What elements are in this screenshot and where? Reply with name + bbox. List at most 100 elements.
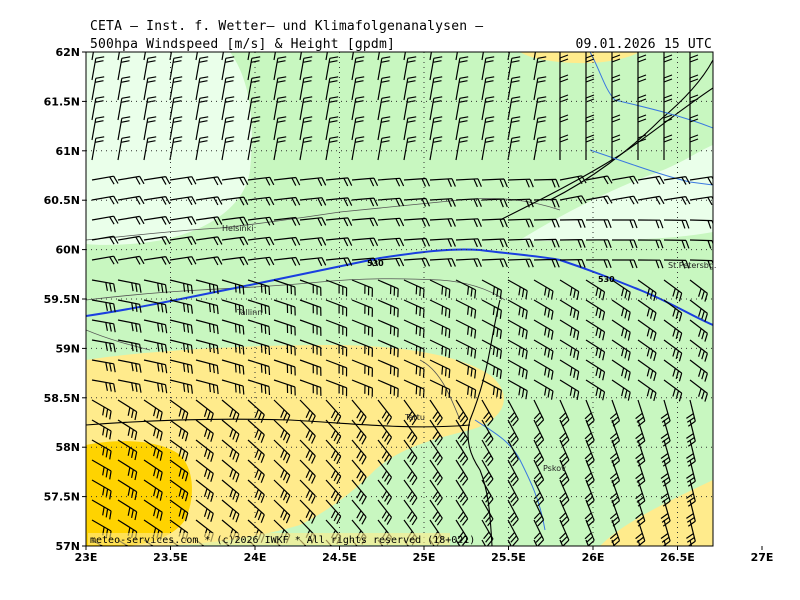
wind-barb xyxy=(507,136,521,161)
wind-barb xyxy=(351,177,379,187)
wind-barb xyxy=(635,519,646,546)
wind-barb xyxy=(585,219,612,229)
wind-barb xyxy=(221,76,235,101)
wind-barb xyxy=(325,116,339,141)
wind-barb xyxy=(195,479,214,502)
wind-barb xyxy=(637,239,664,249)
footer-backdrop xyxy=(88,533,450,545)
wind-barb xyxy=(247,499,265,523)
wind-barb xyxy=(351,459,367,485)
wind-barb xyxy=(559,239,586,248)
wind-barb xyxy=(273,76,287,101)
wind-barb xyxy=(247,176,275,186)
wind-barb xyxy=(585,175,613,185)
wind-barb xyxy=(429,359,451,379)
wind-barb xyxy=(403,116,417,141)
wind-barb xyxy=(559,319,580,341)
wind-barb xyxy=(559,74,569,100)
wind-barb xyxy=(221,56,235,81)
wind-barb xyxy=(637,359,657,382)
wind-barb xyxy=(195,439,214,462)
wind-barb xyxy=(585,239,612,249)
latitude-label: 59.5N xyxy=(44,293,80,306)
wind-speed-yellow-zone-ne xyxy=(520,52,640,64)
wind-barb xyxy=(325,499,342,525)
wind-barb xyxy=(481,56,495,81)
wind-barb xyxy=(91,339,116,353)
wind-barb xyxy=(195,319,219,335)
wind-barb xyxy=(559,219,586,228)
axis-ticks xyxy=(82,51,763,550)
wind-barb xyxy=(299,379,322,396)
wind-barb xyxy=(429,136,443,161)
wind-barb xyxy=(635,499,646,527)
wind-barb xyxy=(533,279,554,300)
longitude-label: 23E xyxy=(75,551,98,564)
wind-barb xyxy=(221,176,249,186)
wind-barb xyxy=(611,52,613,60)
chart-valid-time: 09.01.2026 15 UTC xyxy=(575,37,712,52)
wind-barb xyxy=(481,319,502,339)
wind-barb xyxy=(637,175,665,185)
wind-barb xyxy=(351,257,379,267)
latitude-label: 58.5N xyxy=(44,392,80,405)
wind-barb xyxy=(585,52,587,60)
wind-barb xyxy=(584,399,595,427)
wind-barb xyxy=(481,379,502,399)
wind-barb xyxy=(377,177,405,187)
wind-barb xyxy=(663,114,673,140)
wind-barb xyxy=(403,76,417,101)
wind-barb xyxy=(325,419,342,445)
wind-barb xyxy=(533,319,554,340)
wind-barb xyxy=(169,52,173,61)
wind-barb xyxy=(429,459,443,486)
wind-barb xyxy=(299,197,327,207)
wind-barb xyxy=(507,258,534,268)
wind-barb xyxy=(637,54,647,80)
wind-barb xyxy=(247,359,271,376)
wind-barb xyxy=(169,96,183,121)
city-label-pskov: Pskov xyxy=(543,464,566,473)
wind-barb xyxy=(585,134,595,160)
wind-barb xyxy=(273,52,277,61)
wind-barb xyxy=(507,218,534,228)
wind-barb xyxy=(559,279,580,301)
wind-barb xyxy=(117,479,138,501)
wind-speed-very-light-zone-east xyxy=(520,145,713,241)
wind-barb xyxy=(481,479,494,507)
wind-barb xyxy=(559,399,570,427)
wind-barb xyxy=(429,258,456,267)
wind-barb xyxy=(377,439,393,465)
wind-barb xyxy=(169,339,193,354)
wind-barb xyxy=(507,379,528,400)
longitude-label: 25.5E xyxy=(491,551,526,564)
wind-barb xyxy=(637,52,639,60)
wind-barb xyxy=(377,279,399,298)
wind-barb xyxy=(455,116,469,141)
wind-barb xyxy=(117,175,145,185)
wind-barb xyxy=(377,237,405,247)
latitude-labels: 62N 61.5N 61N 60.5N 60N 59.5N 59N 58.5N 58N 57.5N… xyxy=(44,46,80,553)
wind-barb xyxy=(169,136,183,161)
wind-barb xyxy=(247,299,271,316)
wind-barb xyxy=(585,195,613,205)
wind-barb xyxy=(637,74,647,100)
wind-barb xyxy=(221,459,240,483)
wind-barb xyxy=(221,96,235,121)
wind-barb xyxy=(689,134,699,160)
wind-barb xyxy=(169,499,189,522)
wind-barb xyxy=(403,499,418,526)
wind-barb xyxy=(637,279,657,302)
wind-barb xyxy=(584,419,595,447)
wind-barb xyxy=(403,319,425,338)
wind-barb xyxy=(559,54,569,80)
wind-barb xyxy=(635,419,646,447)
wind-barb xyxy=(247,399,265,423)
wind-barb xyxy=(585,74,595,100)
wind-barb xyxy=(221,299,245,315)
wind-barb xyxy=(507,319,528,340)
wind-barb xyxy=(455,479,469,506)
wind-barb xyxy=(559,359,580,381)
wind-barb xyxy=(611,54,621,80)
wind-barb xyxy=(169,116,183,141)
